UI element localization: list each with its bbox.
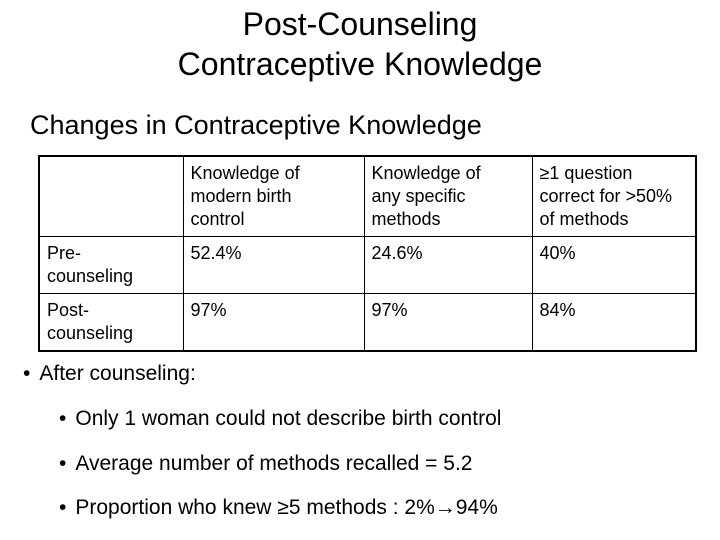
cell-post-modern-birth-control: 97%: [182, 293, 365, 352]
bullet-icon: •: [59, 407, 67, 430]
table-row-pre-counseling: Pre- counseling 52.4% 24.6% 40%: [38, 236, 697, 294]
column-header-question-correct: ≥1 question correct for >50% of methods: [531, 155, 697, 237]
bullet-icon: •: [59, 452, 67, 475]
cell-post-any-specific-methods: 97%: [363, 293, 533, 352]
slide-title-line2: Contraceptive Knowledge: [177, 46, 543, 82]
cell-pre-question-correct: 40%: [531, 236, 697, 294]
bullet-text-only-1-woman: Only 1 woman could not describe birth co…: [75, 407, 502, 430]
corner-cell: [38, 155, 184, 237]
bullet-icon: •: [23, 362, 31, 385]
cell-post-question-correct: 84%: [531, 293, 697, 352]
bullet-text-after-counseling: After counseling:: [39, 362, 196, 385]
table-header-row: Knowledge of modern birth control Knowle…: [38, 155, 697, 237]
bullet-icon: •: [59, 496, 67, 519]
knowledge-table: Knowledge of modern birth control Knowle…: [38, 155, 697, 352]
table-row-post-counseling: Post- counseling 97% 97% 84%: [38, 293, 697, 352]
cell-pre-any-specific-methods: 24.6%: [363, 236, 533, 294]
row-label-post-counseling: Post- counseling: [38, 293, 184, 352]
bullet-text-proportion-knew: Proportion who knew ≥5 methods : 2%→94%: [75, 496, 498, 519]
column-header-any-specific-methods: Knowledge of any specific methods: [363, 155, 533, 237]
bullet-item-average-methods: • Average number of methods recalled = 5…: [59, 450, 472, 477]
section-heading: Changes in Contraceptive Knowledge: [30, 110, 482, 140]
bullet-item-after-counseling: • After counseling:: [23, 360, 196, 387]
column-header-modern-birth-control: Knowledge of modern birth control: [182, 155, 365, 237]
bullet-text-average-methods: Average number of methods recalled = 5.2: [75, 452, 473, 475]
slide-title: Post-Counseling Contraceptive Knowledge: [0, 4, 720, 84]
row-label-pre-counseling: Pre- counseling: [38, 236, 184, 294]
bullet-item-only-1-woman: • Only 1 woman could not describe birth …: [59, 405, 501, 432]
bullet-item-proportion-knew: • Proportion who knew ≥5 methods : 2%→94…: [59, 494, 498, 521]
cell-pre-modern-birth-control: 52.4%: [182, 236, 365, 294]
slide-title-line1: Post-Counseling: [242, 6, 478, 42]
